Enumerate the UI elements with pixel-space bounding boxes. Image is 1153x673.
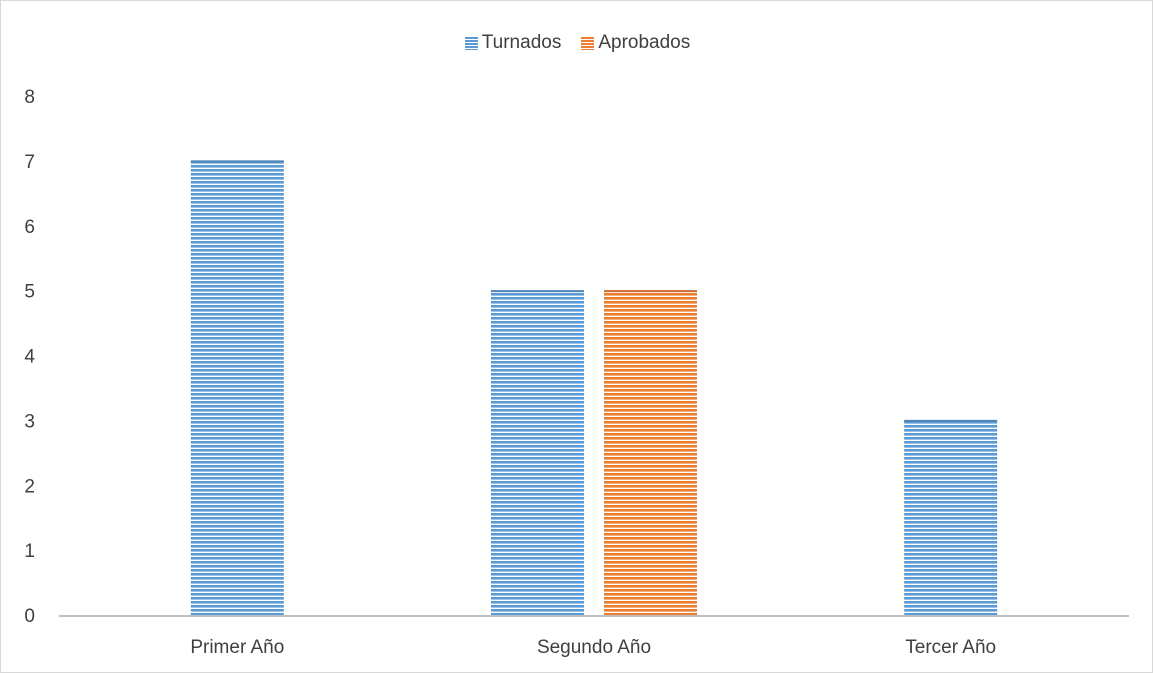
y-tick-labels: 0 1 2 3 4 5 6 7 8 [24, 87, 35, 627]
bar-turnados-2 [491, 290, 584, 615]
legend-item-turnados: Turnados [464, 32, 562, 54]
y-tick-label: 1 [24, 541, 35, 562]
y-tick-label: 6 [24, 217, 35, 238]
y-tick-label: 5 [24, 282, 35, 303]
x-tick-label: Primer Año [190, 637, 284, 658]
legend-item-aprobados: Aprobados [581, 32, 690, 54]
bar-aprobados-2 [604, 290, 697, 615]
y-tick-label: 0 [24, 606, 35, 627]
legend-swatch-aprobados [581, 36, 595, 50]
legend-swatch-turnados [464, 36, 478, 50]
x-tick-label: Segundo Año [537, 637, 651, 658]
x-tick-labels: Primer Año Segundo Año Tercer Año [190, 637, 996, 658]
legend: Turnados Aprobados [1, 32, 1152, 54]
y-tick-label: 3 [24, 411, 35, 432]
legend-label-aprobados: Aprobados [598, 32, 691, 53]
y-tick-label: 2 [24, 476, 35, 497]
bar-turnados-3 [904, 419, 998, 615]
x-tick-label: Tercer Año [905, 637, 996, 658]
y-tick-label: 4 [24, 347, 35, 368]
y-tick-label: 7 [24, 152, 35, 173]
bar-turnados-1 [190, 160, 284, 615]
legend-label-turnados: Turnados [481, 32, 562, 53]
y-tick-label: 8 [24, 87, 35, 108]
bars-layer [190, 160, 998, 615]
